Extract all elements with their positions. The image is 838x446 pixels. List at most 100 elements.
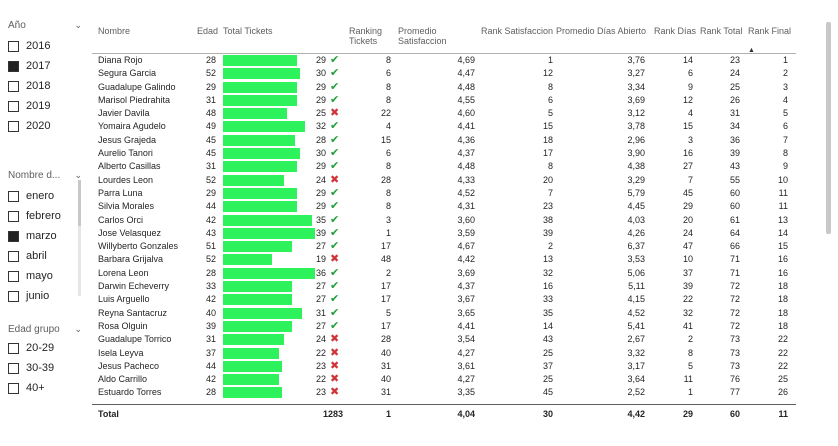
header-rank-dias[interactable]: Rank Días bbox=[654, 26, 697, 36]
table-row[interactable]: Willyberto Gonzales 51 17 4,67 2 6,37 47 66 15 27… bbox=[92, 240, 796, 253]
header-total-tickets[interactable]: Total Tickets bbox=[223, 26, 273, 36]
cell-prom-dias: 3,53 bbox=[627, 254, 645, 265]
table-row[interactable]: Barbara Grijalva 52 48 4,42 13 3,53 10 71 16 19 ✖ bbox=[92, 253, 796, 266]
checkbox[interactable] bbox=[8, 290, 19, 302]
cell-edad: 49 bbox=[205, 121, 216, 132]
table-scrollbar[interactable] bbox=[826, 22, 831, 234]
checkbox[interactable] bbox=[8, 80, 19, 92]
slicer-option-label: 2020 bbox=[26, 120, 51, 132]
table-row[interactable]: Reyna Santacruz 40 5 3,65 35 4,52 32 72 18 31 ✔ bbox=[92, 307, 796, 320]
slicer-option[interactable]: 2019 bbox=[8, 96, 82, 116]
slicer-option-label: 20-29 bbox=[26, 342, 55, 354]
table-row[interactable]: Isela Leyva 37 40 4,27 25 3,32 8 73 22 22 ✖ bbox=[92, 347, 796, 360]
cell-tickets: 29 bbox=[315, 55, 326, 65]
table-row[interactable]: Yomaira Agudelo 49 4 4,41 15 3,78 15 34 6 32 ✔ bbox=[92, 120, 796, 133]
table-row[interactable]: Javier Davila 48 22 4,60 5 3,12 4 31 5 25 ✖ bbox=[92, 107, 796, 120]
table-row[interactable]: Guadalupe Torrico 31 28 3,54 43 2,67 2 73 22 24 ✖ bbox=[92, 333, 796, 346]
table-row[interactable]: Aurelio Tanori 45 6 4,37 17 3,90 16 39 8 30 ✔ bbox=[92, 147, 796, 160]
table-row[interactable]: Jesus Grajeda 45 15 4,36 18 2,96 3 36 7 28 ✔ bbox=[92, 134, 796, 147]
chevron-down-icon[interactable]: ⌄ bbox=[74, 323, 82, 334]
tickets-bar-cell bbox=[223, 241, 315, 253]
cell-tickets: 29 bbox=[315, 94, 326, 105]
cell-rank-total: 73 bbox=[729, 334, 740, 345]
slicer-option[interactable]: 2018 bbox=[8, 76, 82, 96]
table-row[interactable]: Segura Garcia 52 6 4,47 12 3,27 6 24 2 30 ✔ bbox=[92, 67, 796, 80]
slicer-option[interactable]: 2020 bbox=[8, 116, 82, 136]
header-ranking-tickets[interactable]: Ranking Tickets bbox=[349, 26, 382, 46]
slicer-option[interactable]: junio bbox=[8, 286, 82, 306]
table-row[interactable]: Estuardo Torres 28 31 3,35 45 2,52 1 77 26 23 ✖ bbox=[92, 386, 796, 399]
checkbox[interactable] bbox=[8, 210, 19, 222]
cell-rank-dias: 15 bbox=[682, 121, 693, 132]
table-row[interactable]: Rosa Olguin 39 17 4,41 14 5,41 41 72 18 27 ✔ bbox=[92, 320, 796, 333]
header-rank-total[interactable]: Rank Total bbox=[700, 26, 743, 36]
table-row[interactable]: Aldo Carrillo 42 40 4,27 25 3,64 11 76 25 22 ✖ bbox=[92, 373, 796, 386]
table-row[interactable]: Darwin Echeverry 33 17 4,37 16 5,11 39 72 18 27 ✔ bbox=[92, 280, 796, 293]
checkbox[interactable] bbox=[8, 230, 19, 242]
checkbox[interactable] bbox=[8, 382, 19, 394]
slicer-option[interactable]: mayo bbox=[8, 266, 82, 286]
sort-ascending-icon[interactable]: ▲ bbox=[748, 47, 755, 54]
cell-prom-sat: 3,54 bbox=[457, 334, 475, 345]
chevron-down-icon[interactable]: ⌄ bbox=[74, 169, 82, 180]
cell-rank-final: 7 bbox=[782, 134, 788, 145]
slicer-option[interactable]: marzo bbox=[8, 226, 82, 246]
checkbox[interactable] bbox=[8, 60, 19, 72]
table-row[interactable]: Luis Arguello 42 17 3,67 33 4,15 22 72 18 27 ✔ bbox=[92, 293, 796, 306]
table-header: Nombre Edad Total Tickets Ranking Ticket… bbox=[92, 20, 796, 54]
checkbox[interactable] bbox=[8, 250, 19, 262]
table-row[interactable]: Guadalupe Galindo 29 8 4,48 8 3,34 9 25 3 29 ✔ bbox=[92, 81, 796, 94]
month-slicer-scrollbar[interactable] bbox=[78, 180, 81, 296]
slicer-option[interactable]: enero bbox=[8, 186, 82, 206]
cell-edad: 45 bbox=[205, 134, 216, 145]
table-row[interactable]: Silvia Morales 44 8 4,31 23 4,45 29 60 11 29 ✔ bbox=[92, 200, 796, 213]
header-nombre[interactable]: Nombre bbox=[98, 26, 131, 36]
cell-rank-sat: 18 bbox=[542, 134, 553, 145]
cell-rank-total: 64 bbox=[729, 227, 740, 238]
cell-rank-dias: 6 bbox=[687, 68, 693, 79]
slicer-option[interactable]: 40+ bbox=[8, 378, 82, 398]
table-row[interactable]: Diana Rojo 28 8 4,69 1 3,76 14 23 1 29 ✔ bbox=[92, 54, 796, 67]
slicer-option[interactable]: abril bbox=[8, 246, 82, 266]
cell-prom-sat: 4,37 bbox=[457, 148, 475, 159]
chevron-down-icon[interactable]: ⌄ bbox=[74, 19, 82, 30]
table-row[interactable]: Jose Velasquez 43 1 3,59 39 4,26 24 64 14 39 ✔ bbox=[92, 227, 796, 240]
tickets-bar bbox=[223, 360, 282, 372]
tickets-bar bbox=[223, 94, 298, 106]
slicer-option-label: abril bbox=[26, 250, 47, 262]
header-promedio-satisfaccion[interactable]: Promedio Satisfaccion bbox=[398, 26, 447, 46]
slicer-option[interactable]: 20-29 bbox=[8, 338, 82, 358]
checkbox[interactable] bbox=[8, 100, 19, 112]
header-rank-satisfaccion[interactable]: Rank Satisfaccion bbox=[481, 26, 554, 36]
cell-tickets: 23 bbox=[315, 360, 326, 371]
checkbox[interactable] bbox=[8, 342, 19, 354]
cell-prom-sat: 4,67 bbox=[457, 241, 475, 252]
table-row[interactable]: Parra Luna 29 8 4,52 7 5,79 45 60 11 29 ✔ bbox=[92, 187, 796, 200]
slicer-option-label: enero bbox=[26, 190, 55, 202]
checkbox[interactable] bbox=[8, 40, 19, 52]
header-promedio-dias[interactable]: Promedio Días Abierto bbox=[556, 26, 647, 36]
checkbox[interactable] bbox=[8, 270, 19, 282]
cell-rank-final: 5 bbox=[782, 108, 788, 119]
cell-prom-sat: 3,69 bbox=[457, 267, 475, 278]
slicer-option[interactable]: 30-39 bbox=[8, 358, 82, 378]
tickets-bar bbox=[223, 320, 292, 332]
header-edad[interactable]: Edad bbox=[197, 26, 219, 36]
table-row[interactable]: Lorena Leon 28 2 3,69 32 5,06 37 71 16 36 ✔ bbox=[92, 267, 796, 280]
table-row[interactable]: Alberto Casillas 31 8 4,48 8 4,38 27 43 9 29 ✔ bbox=[92, 160, 796, 173]
checkbox[interactable] bbox=[8, 190, 19, 202]
table-row[interactable]: Carlos Orci 42 3 3,60 38 4,03 20 61 13 35 ✔ bbox=[92, 214, 796, 227]
cell-nombre: Darwin Echeverry bbox=[98, 281, 170, 292]
checkbox[interactable] bbox=[8, 120, 19, 132]
checkbox[interactable] bbox=[8, 362, 19, 374]
slicer-option[interactable]: febrero bbox=[8, 206, 82, 226]
table-row[interactable]: Jesus Pacheco 44 31 3,61 37 3,17 5 73 22 23 ✖ bbox=[92, 360, 796, 373]
slicer-option-label: 2017 bbox=[26, 60, 51, 72]
cell-rank-sat: 5 bbox=[547, 108, 553, 119]
header-rank-final[interactable]: Rank Final bbox=[748, 26, 792, 36]
scrollbar-thumb[interactable] bbox=[78, 180, 81, 226]
table-row[interactable]: Lourdes Leon 52 28 4,33 20 3,29 7 55 10 24 ✖ bbox=[92, 174, 796, 187]
slicer-option[interactable]: 2017 bbox=[8, 56, 82, 76]
table-row[interactable]: Marisol Piedrahita 31 8 4,55 6 3,69 12 26 4 29 ✔ bbox=[92, 94, 796, 107]
slicer-option[interactable]: 2016 bbox=[8, 36, 82, 56]
